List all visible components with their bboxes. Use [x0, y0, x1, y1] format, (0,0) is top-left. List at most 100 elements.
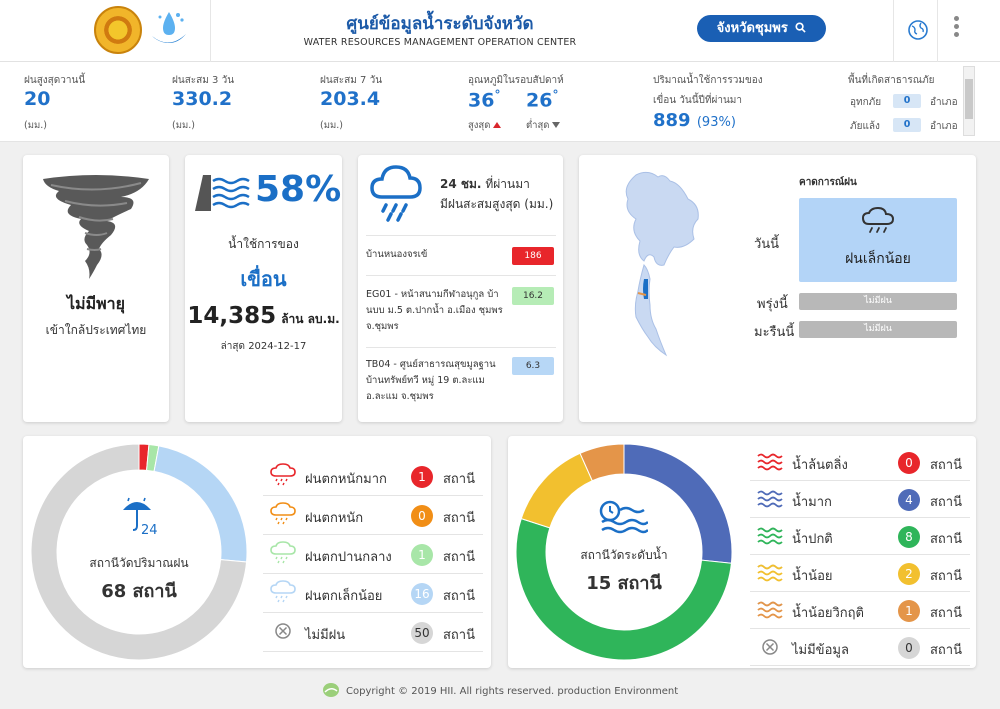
stat-drought-label: ภัยแล้ง [850, 121, 880, 132]
legend-row-3[interactable]: น้ำน้อย 2 สถานี [750, 555, 970, 592]
legend-unit: สถานี [443, 588, 475, 604]
legend-label: ฝนตกหนัก [305, 510, 364, 526]
stat-flood-label: อุทกภัย [850, 97, 882, 108]
forecast-title: คาดการณ์ฝน [799, 177, 857, 188]
cloud-moderate-rain-icon [270, 541, 296, 564]
legend-count: 8 [898, 525, 920, 548]
water-drop-logo [147, 7, 191, 51]
stat-rain-3d-unit: (มม.) [172, 120, 195, 131]
rain24-station-2-value: 6.3 [512, 357, 554, 375]
arrow-down-icon [552, 122, 561, 128]
footer: Copyright © 2019 HII. All rights reserve… [0, 682, 1000, 698]
legend-row-1[interactable]: ฝนตกหนัก 0 สถานี [263, 496, 483, 535]
no-data-icon [275, 623, 291, 639]
legend-row-2[interactable]: ฝนตกปานกลาง 1 สถานี [263, 535, 483, 574]
stat-dam-label1: ปริมาณน้ำใช้การรวมของ [653, 75, 763, 86]
legend-count: 0 [898, 636, 920, 659]
stat-rain-today-label: ฝนสูงสุดวานนี้ [24, 75, 86, 86]
storm-card: ไม่มีพายุ เข้าใกล้ประเทศไทย [23, 155, 169, 422]
forecast-today-box: ฝนเล็กน้อย [799, 198, 957, 282]
slice-ฝนตกเล็กน้อย[interactable] [153, 445, 247, 563]
rain24-station-0-value: 186 [512, 247, 554, 265]
legend-count: 50 [411, 621, 433, 644]
legend-unit: สถานี [930, 642, 962, 658]
province-seal-logo [94, 6, 142, 54]
legend-count: 4 [898, 488, 920, 511]
legend-row-0[interactable]: ฝนตกหนักมาก 1 สถานี [263, 457, 483, 496]
legend-row-4[interactable]: ไม่มีฝน 50 สถานี [263, 613, 483, 652]
stat-rain-3d-label: ฝนสะสม 3 วัน [172, 75, 235, 86]
forecast-next-label: มะรืนนี้ [754, 325, 795, 340]
rain24-station-1-name[interactable]: EG01 - หน้าสนามกีฬาอนุกูล บ้านบบ ม.5 ต.ป… [366, 289, 503, 332]
legend-row-3[interactable]: ฝนตกเล็กน้อย 16 สถานี [263, 574, 483, 613]
legend-count: 1 [898, 599, 920, 622]
legend-unit: สถานี [443, 549, 475, 565]
stat-temp-max: 36° [468, 88, 501, 112]
dam-label2: เขื่อน [240, 267, 287, 291]
water-stations-donut[interactable] [516, 444, 732, 660]
legend-row-0[interactable]: น้ำล้นตลิ่ง 0 สถานี [750, 444, 970, 481]
legend-label: น้ำมาก [792, 494, 832, 510]
globe-icon[interactable] [906, 18, 930, 42]
wave-green-icon [757, 527, 783, 545]
thailand-map[interactable] [614, 169, 704, 359]
legend-label: ฝนตกหนักมาก [305, 471, 387, 487]
cloud-light-rain-icon [270, 580, 296, 603]
storm-subtitle: เข้าใกล้ประเทศไทย [45, 323, 147, 337]
legend-unit: สถานี [443, 510, 475, 526]
stat-flood-unit: อำเภอ [930, 97, 958, 108]
legend-label: ฝนตกเล็กน้อย [305, 588, 383, 604]
legend-unit: สถานี [443, 627, 475, 643]
legend-row-5[interactable]: ไม่มีข้อมูล 0 สถานี [750, 629, 970, 666]
legend-row-2[interactable]: น้ำปกติ 8 สถานี [750, 518, 970, 555]
umbrella-24-icon: 24 [123, 497, 157, 536]
slice-น้ำน้อย[interactable] [520, 452, 593, 529]
wave-orange-icon [757, 601, 783, 619]
stat-flood-value: 0 [893, 94, 921, 108]
page-title: ศูนย์ข้อมูลน้ำระดับจังหวัด [346, 14, 534, 34]
legend-unit: สถานี [930, 494, 962, 510]
footer-text: Copyright © 2019 HII. All rights reserve… [346, 686, 679, 697]
disaster-scrollbar[interactable] [963, 66, 975, 136]
umbrella-24-label: 24 [141, 523, 157, 536]
rain-stations-center-label: สถานีวัดปริมาณฝน [89, 556, 189, 570]
search-icon [795, 22, 807, 33]
legend-label: น้ำน้อยวิกฤติ [792, 605, 864, 621]
slice-น้ำน้อยวิกฤติ[interactable] [579, 444, 625, 482]
forecast-today-label: วันนี้ [754, 237, 780, 252]
wave-red-icon [757, 453, 783, 471]
tornado-icon [43, 175, 149, 279]
more-vertical-icon[interactable] [949, 16, 963, 44]
stat-temp-max-label: สูงสุด [468, 118, 502, 133]
legend-count: 16 [411, 582, 433, 605]
cloud-heavy-rain-icon [270, 463, 296, 486]
page-subtitle: WATER RESOURCES MANAGEMENT OPERATION CEN… [303, 37, 577, 48]
stat-disaster-title: พื้นที่เกิดสาธารณภัย [848, 75, 935, 86]
legend-row-1[interactable]: น้ำมาก 4 สถานี [750, 481, 970, 518]
stat-temp-min-label: ต่ำสุด [526, 118, 561, 133]
stat-rain-3d-value: 330.2 [172, 88, 233, 110]
slice-ไม่มีฝน[interactable] [31, 444, 247, 660]
legend-row-4[interactable]: น้ำน้อยวิกฤติ 1 สถานี [750, 592, 970, 629]
no-data-icon [762, 639, 778, 655]
legend-label: น้ำปกติ [792, 531, 833, 547]
dam-volume: 14,385 ล้าน ลบ.ม. [187, 303, 340, 329]
rain24-station-0-name[interactable]: บ้านหนองจรเข้ [366, 249, 428, 260]
stat-rain-7d-unit: (มม.) [320, 120, 343, 131]
stat-temp-min: 26° [526, 88, 559, 112]
legend-label: ไม่มีข้อมูล [792, 642, 849, 658]
stats-bar: ฝนสูงสุดวานนี้ 20 (มม.) ฝนสะสม 3 วัน 330… [0, 62, 1000, 142]
rain-stations-card: 24 สถานีวัดปริมาณฝน 68 สถานี ฝนตกหนักมาก… [23, 436, 491, 668]
slice-น้ำปกติ[interactable] [516, 517, 732, 660]
province-search-button[interactable]: จังหวัดชุมพร [697, 15, 826, 42]
hii-logo [322, 683, 339, 697]
cloud-rain-icon [270, 502, 296, 525]
stat-dam-value: 889 (93%) [653, 110, 736, 131]
storm-title: ไม่มีพายุ [66, 294, 126, 313]
legend-unit: สถานี [930, 531, 962, 547]
legend-label: น้ำน้อย [792, 568, 833, 584]
rain-stations-donut[interactable] [31, 444, 247, 660]
stat-drought-unit: อำเภอ [930, 121, 958, 132]
stat-rain-7d-label: ฝนสะสม 7 วัน [320, 75, 383, 86]
rain24-station-2-name[interactable]: TB04 - ศูนย์สาธารณสุขมูลฐาน บ้านทรัพย์ทว… [366, 359, 496, 402]
